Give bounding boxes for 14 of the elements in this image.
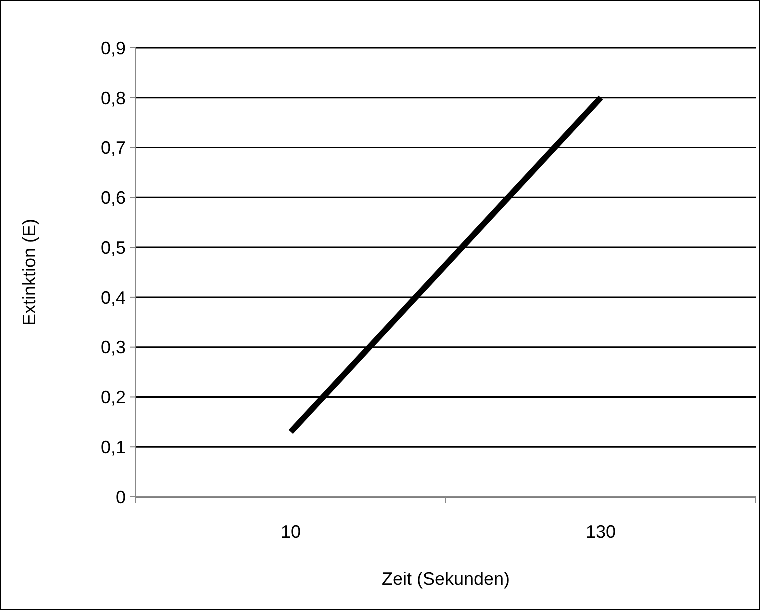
x-tick-label: 10 (280, 522, 302, 542)
y-tick-label: 0,1 (100, 438, 126, 458)
y-tick-label: 0,3 (100, 338, 126, 358)
y-axis-title: Extinktion (E) (19, 218, 40, 326)
y-tick-label: 0,2 (100, 388, 126, 408)
y-tick-label: 0,9 (100, 38, 126, 58)
x-tick-label: 130 (586, 522, 616, 542)
y-tick-label: 0 (116, 487, 126, 508)
x-axis-title: Zeit (Sekunden) (382, 569, 510, 589)
y-tick-label: 0,4 (100, 288, 126, 308)
y-tick-label: 0,7 (100, 138, 126, 158)
y-tick-label: 0,8 (100, 88, 126, 108)
y-tick-label: 0,5 (100, 238, 126, 258)
y-tick-label: 0,6 (100, 188, 126, 208)
